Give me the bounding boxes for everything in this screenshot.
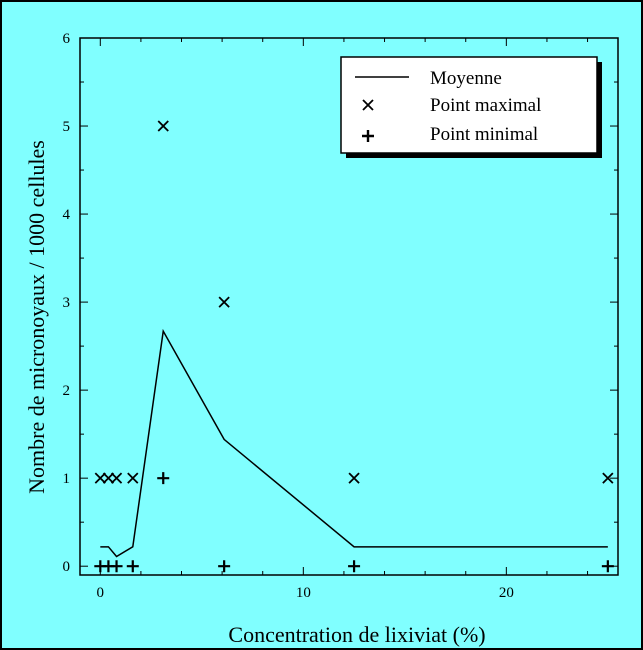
max-point-marker bbox=[348, 472, 360, 484]
max-point-marker bbox=[127, 472, 139, 484]
max-point-marker bbox=[218, 296, 230, 308]
min-point-marker bbox=[126, 560, 139, 573]
y-tick-label: 3 bbox=[63, 295, 71, 311]
max-point-marker bbox=[110, 472, 123, 484]
y-tick-label: 5 bbox=[63, 119, 71, 135]
min-point-marker bbox=[348, 560, 361, 573]
x-tick-labels: 0 10 20 bbox=[97, 585, 514, 601]
y-tick-labels: 0 1 2 3 4 5 6 bbox=[63, 31, 71, 575]
max-point-marker bbox=[157, 120, 169, 132]
y-tick-label: 0 bbox=[63, 559, 71, 575]
min-point-marker bbox=[110, 560, 123, 573]
axis-ticks bbox=[80, 37, 618, 575]
y-tick-label: 6 bbox=[63, 31, 71, 47]
legend-label-point-minimal: Point minimal bbox=[430, 124, 538, 145]
legend-label-moyenne: Moyenne bbox=[430, 68, 502, 89]
max-point-marker bbox=[94, 472, 106, 484]
x-tick-label: 0 bbox=[97, 585, 105, 601]
legend-label-point-maximal: Point maximal bbox=[430, 95, 541, 116]
y-tick-label: 1 bbox=[63, 471, 71, 487]
min-point-marker bbox=[157, 472, 170, 485]
x-tick-label: 20 bbox=[499, 585, 514, 601]
mean-line bbox=[100, 328, 608, 558]
max-point-marker bbox=[602, 472, 614, 484]
series-layer bbox=[94, 120, 614, 573]
y-tick-label: 2 bbox=[63, 383, 71, 399]
max-point-marker bbox=[102, 472, 115, 484]
legend-plus-marker-icon bbox=[362, 130, 374, 142]
legend: Moyenne Point maximal Point minimal bbox=[340, 56, 602, 158]
y-axis-label: Nombre de micronoyaux / 1000 cellules bbox=[24, 140, 49, 494]
legend-box bbox=[340, 56, 598, 154]
plot-area bbox=[79, 37, 619, 576]
min-point-marker bbox=[218, 560, 231, 573]
min-point-marker bbox=[601, 560, 614, 573]
x-axis-label: Concentration de lixiviat (%) bbox=[228, 622, 485, 647]
y-tick-label: 4 bbox=[63, 207, 71, 223]
x-tick-label: 10 bbox=[296, 585, 311, 601]
legend-x-marker-icon bbox=[362, 99, 374, 111]
